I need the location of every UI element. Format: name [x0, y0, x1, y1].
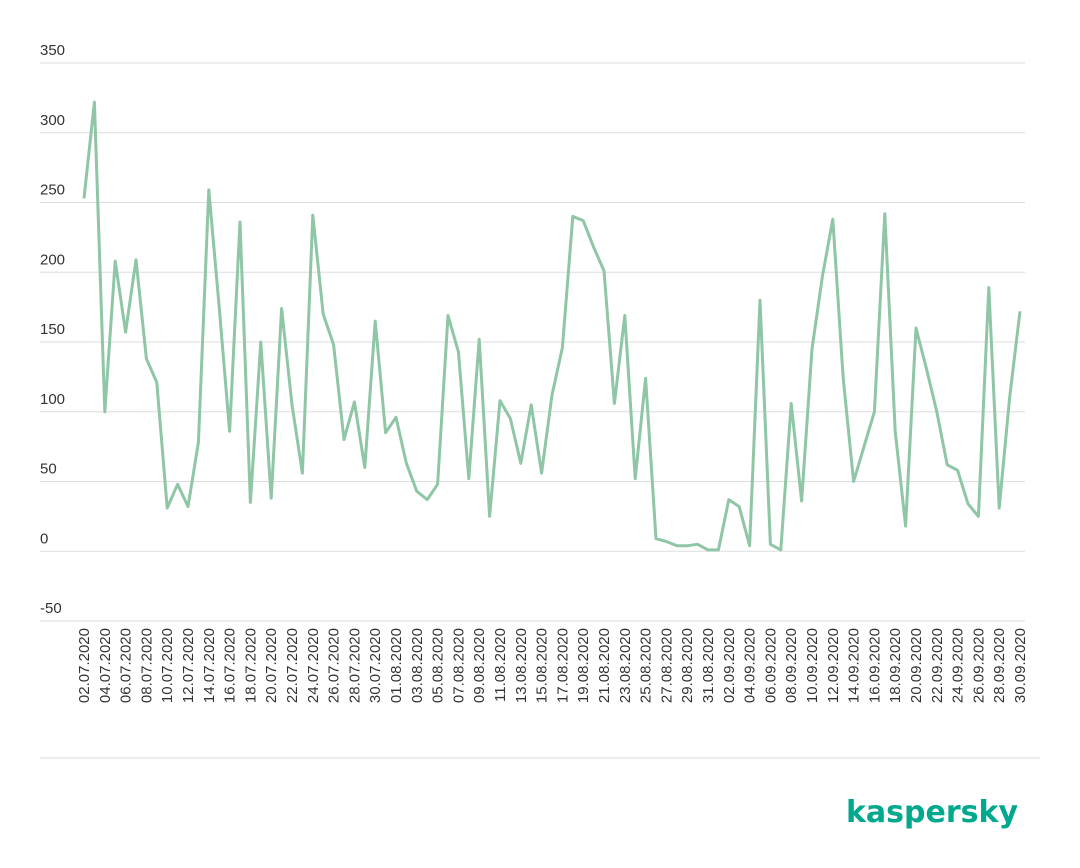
- x-tick-label: 05.08.2020: [430, 628, 447, 703]
- x-tick-label: 13.08.2020: [513, 628, 530, 703]
- x-tick-label: 19.08.2020: [575, 628, 592, 703]
- x-tick-label: 09.08.2020: [471, 628, 488, 703]
- x-tick-label: 14.07.2020: [201, 628, 218, 703]
- x-tick-label: 06.09.2020: [762, 628, 779, 703]
- x-tick-label: 18.07.2020: [242, 628, 259, 703]
- x-tick-label: 26.07.2020: [326, 628, 343, 703]
- y-tick-label: 0: [40, 530, 48, 547]
- x-tick-label: 03.08.2020: [409, 628, 426, 703]
- x-tick-label: 20.09.2020: [908, 628, 925, 703]
- data-line: [82, 100, 1022, 552]
- y-tick-label: 100: [40, 391, 65, 408]
- x-tick-label: 16.09.2020: [866, 628, 883, 703]
- x-tick-label: 08.07.2020: [138, 628, 155, 703]
- x-tick-label: 20.07.2020: [263, 628, 280, 703]
- x-tick-label: 23.08.2020: [617, 628, 634, 703]
- x-tick-label: 27.08.2020: [658, 628, 675, 703]
- x-tick-label: 24.09.2020: [950, 628, 967, 703]
- x-tick-label: 02.09.2020: [721, 628, 738, 703]
- x-tick-label: 16.07.2020: [222, 628, 239, 703]
- x-tick-label: 28.09.2020: [991, 628, 1008, 703]
- x-tick-label: 30.07.2020: [367, 628, 384, 703]
- logo: kaspersky: [846, 795, 1018, 830]
- y-tick-label: -50: [40, 600, 62, 617]
- x-tick-label: 10.07.2020: [159, 628, 176, 703]
- x-tick-label: 07.08.2020: [450, 628, 467, 703]
- x-tick-label: 04.09.2020: [742, 628, 759, 703]
- x-tick-label: 18.09.2020: [887, 628, 904, 703]
- y-tick-label: 50: [40, 461, 57, 478]
- x-tick-label: 11.08.2020: [492, 628, 509, 702]
- y-tick-label: 300: [40, 112, 65, 129]
- x-tick-label: 22.07.2020: [284, 628, 301, 703]
- x-tick-label: 17.08.2020: [554, 628, 571, 703]
- x-tick-label: 22.09.2020: [929, 628, 946, 703]
- y-tick-label: 150: [40, 321, 65, 338]
- x-tick-label: 02.07.2020: [76, 628, 93, 703]
- x-tick-label: 29.08.2020: [679, 628, 696, 703]
- x-tick-label: 24.07.2020: [305, 628, 322, 703]
- x-tick-label: 12.09.2020: [825, 628, 842, 703]
- x-tick-label: 21.08.2020: [596, 628, 613, 703]
- x-tick-label: 10.09.2020: [804, 628, 821, 703]
- x-tick-label: 26.09.2020: [970, 628, 987, 703]
- x-tick-label: 28.07.2020: [346, 628, 363, 703]
- x-tick-label: 06.07.2020: [118, 628, 135, 703]
- x-tick-label: 31.08.2020: [700, 628, 717, 703]
- x-tick-label: 12.07.2020: [180, 628, 197, 703]
- x-tick-label: 01.08.2020: [388, 628, 405, 703]
- x-tick-label: 14.09.2020: [846, 628, 863, 703]
- y-tick-label: 200: [40, 251, 65, 268]
- x-tick-label: 25.08.2020: [638, 628, 655, 703]
- x-tick-label: 04.07.2020: [97, 628, 114, 703]
- y-tick-label: 350: [40, 42, 65, 59]
- y-tick-label: 250: [40, 182, 65, 199]
- x-tick-label: 30.09.2020: [1012, 628, 1029, 703]
- x-tick-label: 08.09.2020: [783, 628, 800, 703]
- x-tick-label: 15.08.2020: [534, 628, 551, 703]
